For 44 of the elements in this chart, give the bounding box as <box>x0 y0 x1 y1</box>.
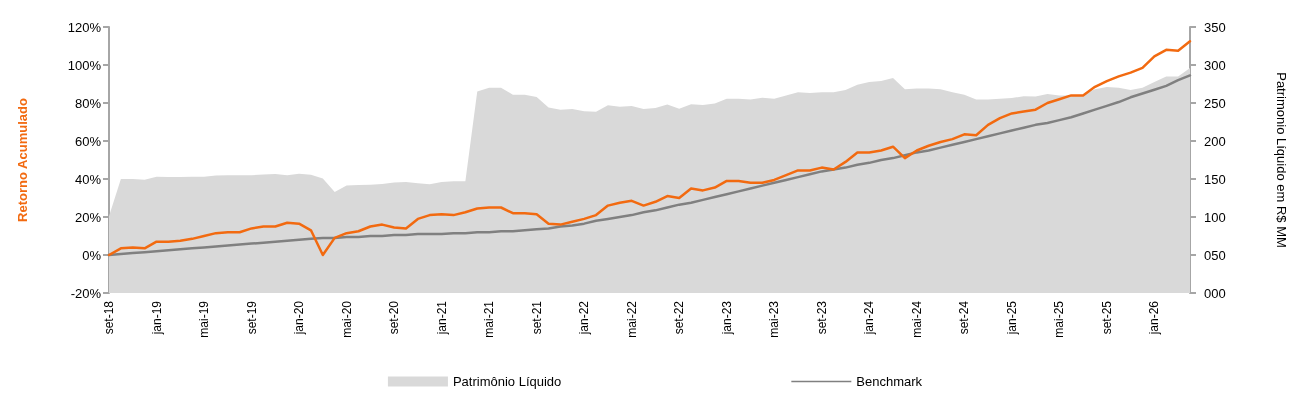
y-tick-label: 120% <box>67 19 102 35</box>
x-tick-label: set-23 <box>814 300 829 335</box>
x-tick-label: set-24 <box>957 300 972 335</box>
y-axis-title: Retorno Acumulado <box>15 98 30 222</box>
x-tick-label: jan-20 <box>292 300 307 336</box>
x-tick-label: mai-23 <box>767 300 782 338</box>
x-tick-label: jan-19 <box>149 300 164 336</box>
x-tick-label: set-21 <box>529 300 544 335</box>
x-tick-label: jan-22 <box>577 300 592 336</box>
x-tick-label: mai-22 <box>624 300 639 338</box>
y2-tick-label: 350 <box>1204 19 1226 35</box>
x-tick-label: set-25 <box>1099 300 1114 335</box>
x-tick-label: set-18 <box>102 300 116 335</box>
x-tick-label: jan-21 <box>434 300 449 336</box>
x-tick-label: jan-25 <box>1004 300 1019 336</box>
x-tick-label: jan-24 <box>862 300 877 336</box>
y2-tick-label: 050 <box>1204 247 1226 263</box>
x-tick-label: set-19 <box>244 300 259 335</box>
y2-tick-label: 000 <box>1204 285 1226 301</box>
y2-tick-label: 300 <box>1204 57 1226 73</box>
x-tick-label: set-22 <box>672 300 687 335</box>
x-tick-label: jan-26 <box>1147 300 1162 336</box>
y2-tick-label: 200 <box>1204 133 1226 149</box>
y-tick-label: 40% <box>74 171 102 187</box>
x-tick-label: jan-23 <box>719 300 734 336</box>
x-tick-label: mai-24 <box>909 300 924 338</box>
x-tick-label: set-20 <box>387 300 402 335</box>
y2-axis-title: Patrimonio Líquido em R$ MM <box>1274 72 1289 248</box>
y2-tick-label: 150 <box>1204 171 1226 187</box>
y-tick-label: 80% <box>74 95 102 111</box>
y2-tick-label: 250 <box>1204 95 1226 111</box>
legend-label: Patrimônio Líquido <box>452 374 562 389</box>
legend-label: Benchmark <box>856 374 923 389</box>
line-series <box>107 40 1192 257</box>
y-tick-label: 20% <box>74 209 102 225</box>
x-tick-label: mai-19 <box>197 300 212 338</box>
y-tick-label: 0% <box>82 247 102 263</box>
y-tick-label: 100% <box>67 57 102 73</box>
x-tick-label: mai-25 <box>1052 300 1067 338</box>
x-tick-label: mai-21 <box>482 300 497 338</box>
y2-tick-label: 100 <box>1204 209 1226 225</box>
x-tick-label: mai-20 <box>339 300 354 338</box>
y-tick-label: 60% <box>74 133 102 149</box>
y-tick-label: -20% <box>70 285 102 301</box>
